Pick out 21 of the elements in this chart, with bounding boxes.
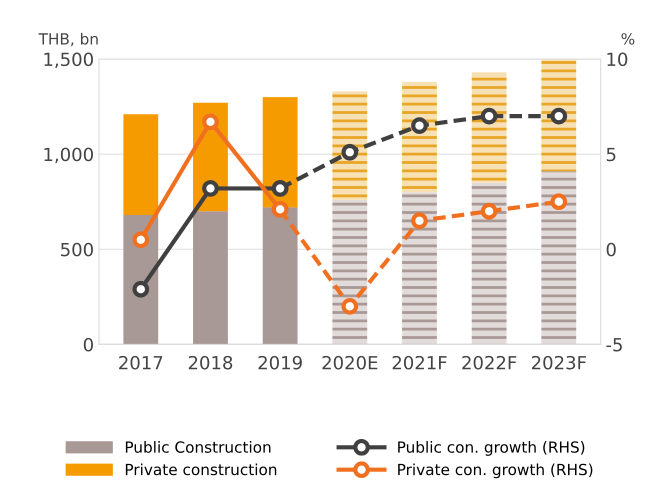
x-tick-label: 2023F	[532, 356, 586, 370]
x-tick-label: 2019	[258, 356, 302, 370]
legend-label: Private con. growth (RHS)	[398, 463, 592, 478]
y-axis-title: THB, bn	[38, 32, 98, 46]
x-tick-label: 2022F	[462, 356, 516, 370]
x-tick-label: 2020E	[322, 356, 378, 370]
y-tick-label: 1,500	[44, 52, 93, 68]
y2-tick-label: -5	[606, 338, 622, 352]
y2-axis-title: %	[622, 33, 634, 45]
y2-tick-label: 0	[606, 242, 616, 256]
legend-label: Private construction	[126, 463, 276, 476]
legend-label: Public con. growth (RHS)	[398, 441, 584, 456]
y-tick-label: 0	[84, 338, 93, 352]
y2-tick-label: 5	[606, 148, 616, 162]
y2-tick-label: 10	[607, 52, 628, 66]
x-tick-label: 2017	[119, 356, 162, 370]
y-tick-label: 1,000	[44, 148, 93, 164]
y-tick-label: 500	[61, 242, 93, 256]
legend-label: Public Construction	[126, 441, 270, 453]
x-tick-label: 2021F	[392, 356, 447, 370]
x-tick-label: 2018	[188, 356, 232, 370]
